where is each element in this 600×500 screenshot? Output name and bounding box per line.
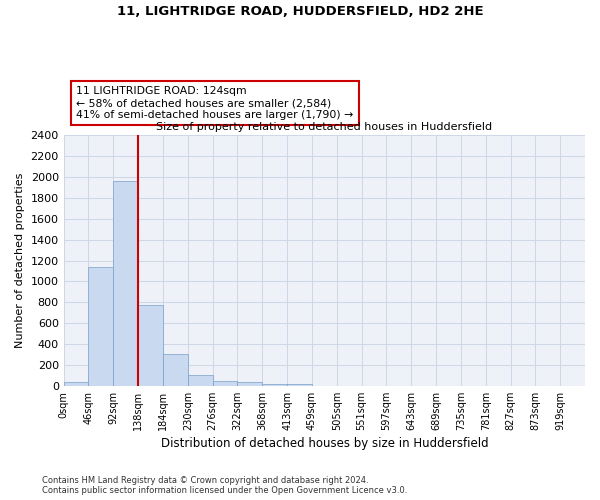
Bar bbox=[163, 354, 188, 386]
Bar bbox=[287, 384, 312, 386]
Bar bbox=[188, 376, 212, 386]
Bar bbox=[212, 381, 238, 386]
Bar bbox=[88, 268, 113, 386]
X-axis label: Distribution of detached houses by size in Huddersfield: Distribution of detached houses by size … bbox=[161, 437, 488, 450]
Bar bbox=[64, 382, 88, 386]
Bar bbox=[113, 181, 138, 386]
Title: Size of property relative to detached houses in Huddersfield: Size of property relative to detached ho… bbox=[156, 122, 493, 132]
Bar bbox=[238, 382, 262, 386]
Y-axis label: Number of detached properties: Number of detached properties bbox=[15, 173, 25, 348]
Text: 11 LIGHTRIDGE ROAD: 124sqm
← 58% of detached houses are smaller (2,584)
41% of s: 11 LIGHTRIDGE ROAD: 124sqm ← 58% of deta… bbox=[76, 86, 353, 120]
Text: Contains HM Land Registry data © Crown copyright and database right 2024.
Contai: Contains HM Land Registry data © Crown c… bbox=[42, 476, 407, 495]
Bar bbox=[138, 305, 163, 386]
Bar bbox=[262, 384, 287, 386]
Text: 11, LIGHTRIDGE ROAD, HUDDERSFIELD, HD2 2HE: 11, LIGHTRIDGE ROAD, HUDDERSFIELD, HD2 2… bbox=[116, 5, 484, 18]
